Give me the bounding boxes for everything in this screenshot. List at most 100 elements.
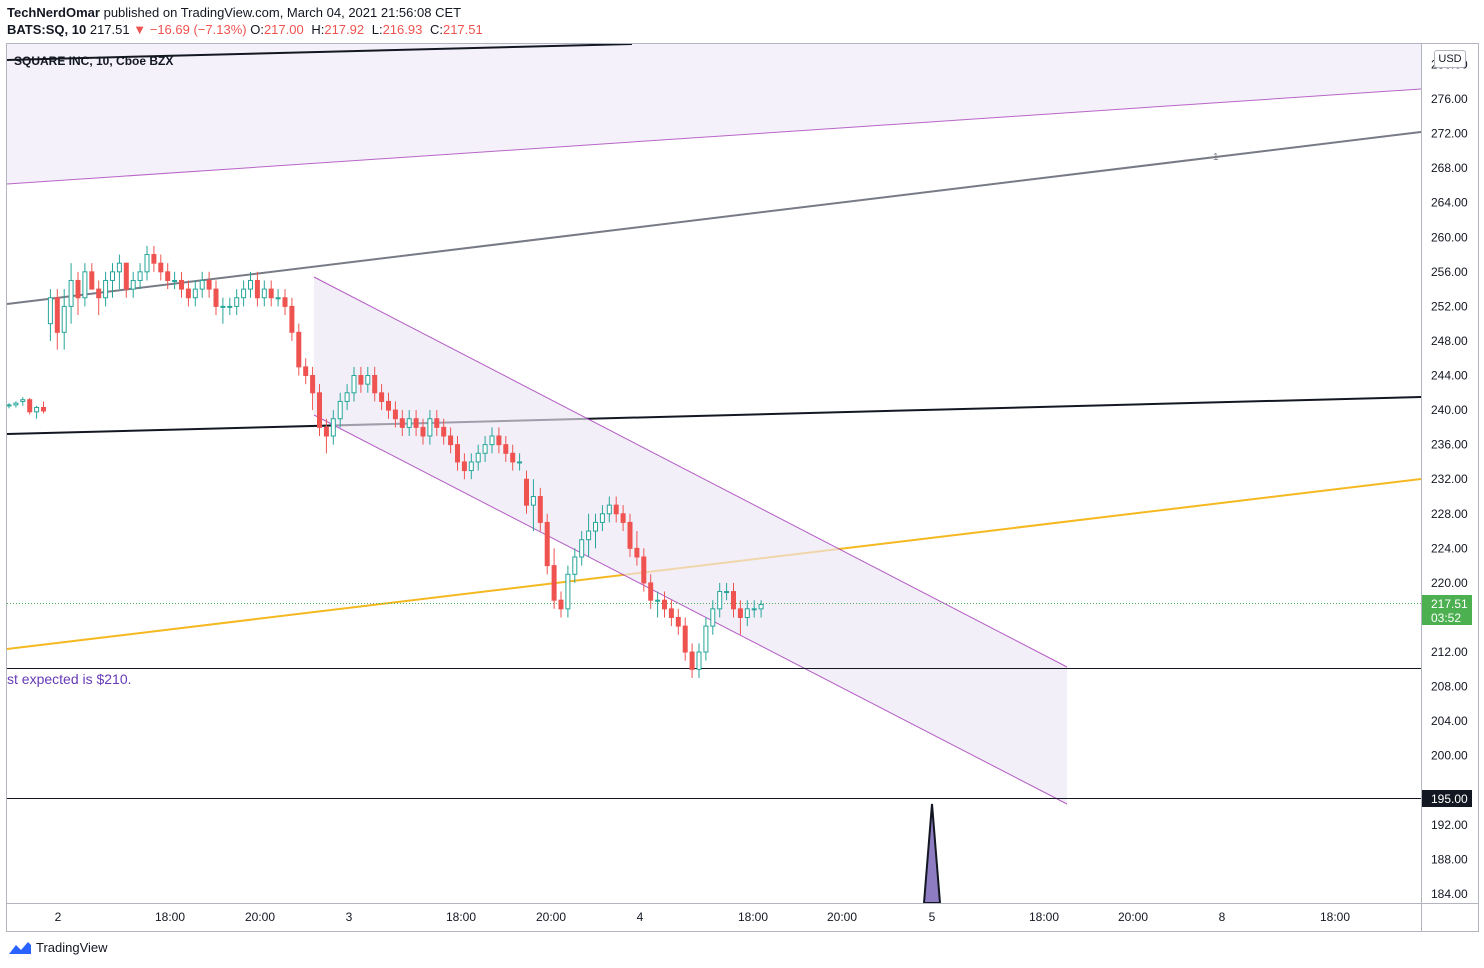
candle [199,271,205,298]
candle [737,600,743,635]
candle-body [461,461,467,472]
annotation-text[interactable]: st expected is $210. [7,671,132,687]
candle [13,401,19,408]
y-tick-label: 236.00 [1431,438,1468,452]
y-tick-label: 224.00 [1431,541,1468,555]
candle [386,392,391,419]
candle-body [737,608,743,618]
candles [7,245,764,678]
candle-body [351,375,357,394]
candle-body [206,279,212,290]
candle [565,565,571,618]
x-tick-label: 18:00 [738,910,768,924]
candle-body [130,279,136,290]
candle [668,600,674,627]
candle [220,297,226,324]
candle [724,582,730,601]
candle [130,271,136,298]
candle-body [496,435,502,446]
candle-body [544,521,550,567]
candle [517,453,523,471]
candle [379,384,385,411]
candle-body [420,426,426,437]
candle [192,280,198,307]
candle-body [386,400,391,411]
candle [365,366,371,393]
currency-button[interactable]: USD [1434,50,1466,68]
candle-body [268,288,274,299]
candle-body [710,608,716,627]
candle [241,280,247,307]
time-axis[interactable]: 2 18:00 20:00 3 18:00 20:00 4 18:00 20:00 5 18:00 2… [55,910,1351,924]
candle-body [89,271,95,290]
price-axis[interactable]: 184.00 188.00 192.00 200.00 204.00 208.00 212.… [1431,57,1468,901]
candle [254,271,260,307]
descending-channel-bottom[interactable] [313,414,1068,805]
candle [103,271,109,307]
author-name[interactable]: TechNerdOmar [7,5,100,20]
candle [89,263,95,290]
candle-body [455,444,460,463]
candle [317,384,322,437]
candle-body [593,521,598,532]
gray-trendline[interactable] [7,131,1421,305]
y-tick-label: 232.00 [1431,472,1468,486]
candle [427,410,433,445]
y-tick-label: 212.00 [1431,645,1468,659]
candle [413,410,419,437]
candle-body [282,297,288,307]
current-price-text: 217.51 [1431,597,1468,611]
candle-body [627,521,633,549]
candle [47,289,53,341]
y-tick-label: 208.00 [1431,680,1468,694]
candle-body [468,461,474,472]
y-tick-label: 220.00 [1431,576,1468,590]
candle [275,289,281,307]
candle-body [289,305,295,333]
candle [165,263,171,290]
candle-body [172,279,178,282]
candle-body [310,375,316,394]
descending-channel-fill [314,277,1067,804]
open-value: 217.00 [263,22,304,37]
top-trendline[interactable] [7,44,633,61]
x-tick-label: 20:00 [536,910,566,924]
candle [461,453,467,480]
candle [248,271,253,298]
candle [530,479,536,532]
candle [641,548,647,592]
upper-channel-line[interactable] [7,88,1421,185]
candle [116,254,122,290]
black-trendline[interactable] [7,396,1421,435]
candle-body [241,288,247,299]
change-value: −16.69 (−7.13%) [149,22,247,37]
candle-body [82,271,88,299]
descending-channel-top[interactable] [313,276,1068,668]
y-tick-label: 252.00 [1431,299,1468,313]
candle-body [427,418,433,437]
candle [496,427,502,454]
candle [434,410,440,437]
x-tick-label: 4 [637,910,644,924]
candle-body [296,331,302,368]
symbol-label: BATS:SQ, 10 [7,22,87,37]
candle-body [751,608,757,611]
candle [123,262,129,298]
high-label: H: [311,22,325,37]
candle-body [648,582,654,601]
candle [392,401,398,428]
candle-body [261,288,267,299]
candle [558,591,564,618]
candle [399,410,405,437]
close-value: 217.51 [442,22,483,37]
candle-body [317,392,322,428]
chart-title: SQUARE INC, 10, Cboe BZX [14,54,173,68]
candle-body [303,366,309,377]
candle [620,505,626,532]
footer-brand[interactable]: TradingView [8,940,108,955]
candle [323,418,329,454]
candle [579,531,585,566]
candle [544,513,550,575]
candle [503,436,509,462]
